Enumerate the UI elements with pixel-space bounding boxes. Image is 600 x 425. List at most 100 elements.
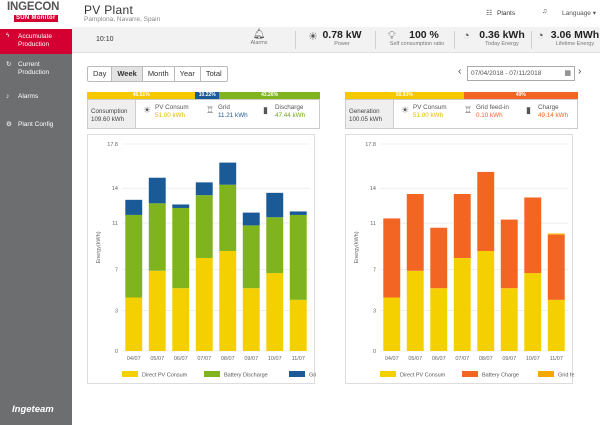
x-tick-label: 05/07: [150, 356, 164, 362]
bar-segment: [500, 288, 518, 351]
current-time: 10:10: [96, 36, 114, 43]
bar-segment: [195, 257, 213, 351]
generation-percent-bar: 50.93% 49%: [345, 92, 578, 99]
refresh-icon: ↻: [6, 61, 12, 68]
y-tick-label: 7: [373, 268, 376, 274]
sidebar-item-current-production[interactable]: ↻ Current Production: [0, 58, 72, 82]
y-tick-label: 0: [115, 349, 118, 355]
sidebar-item-plant-config[interactable]: ⚙ Plant Config: [0, 118, 72, 132]
percent-segment-charge: 49%: [463, 92, 578, 99]
bar-segment: [242, 225, 260, 289]
consumption-label: Consumption: [91, 108, 128, 115]
summary-item-title: Charge: [538, 104, 559, 111]
sidebar: INGECON SUN Monitor ϟ Accumulate Product…: [0, 0, 72, 425]
bar-segment: [289, 214, 307, 300]
sidebar-item-accumulate-production[interactable]: ϟ Accumulate Production: [0, 29, 72, 54]
bar-segment: [289, 211, 307, 215]
percent-segment-discharge: 43.26%: [219, 92, 320, 99]
bar-segment: [242, 212, 260, 226]
consumption-chart: 0 3 7 11 14 17.8 Energy(kWh) 04/07 05/07 06/07 07/…: [96, 142, 319, 379]
tab-day[interactable]: Day: [88, 67, 113, 81]
plants-label: Plants: [497, 10, 516, 17]
summary-item-value: 0.10 kWh: [476, 112, 503, 119]
lifetime-energy-label: Lifetime Energy: [555, 41, 595, 47]
tab-year[interactable]: Year: [175, 67, 201, 81]
footer-logo: Ingeteam: [12, 404, 54, 415]
percent-segment-pv: 46.51%: [87, 92, 196, 99]
generation-chart-panel: 0 3 7 11 14 17.8 Energy(kWh) 04/07 05/07 06/07 07/…: [345, 134, 587, 384]
summary-item-title: PV Consum: [155, 104, 189, 111]
bar-segment: [195, 195, 213, 258]
sun-icon: ☀: [401, 105, 410, 115]
x-tick-label: 04/07: [385, 356, 399, 362]
tab-total[interactable]: Total: [205, 69, 222, 78]
bar-segment: [406, 270, 424, 351]
y-tick-label: 14: [370, 186, 376, 192]
percent-segment-pv: 50.93%: [345, 92, 464, 99]
tab-week[interactable]: Week: [112, 67, 143, 81]
bar-segment: [195, 182, 213, 196]
brand-name: INGECON: [7, 1, 60, 13]
x-tick-label: 07/07: [455, 356, 469, 362]
divider: [531, 31, 532, 49]
kpi-bar: 10:10 🔔︎ Alarms ☀ 0.78 kW Power 💡︎ 100 %…: [72, 27, 600, 53]
consumption-chart-panel: 0 3 7 11 14 17.8 Energy(kWh) 04/07 05/07 06/07 07/…: [87, 134, 319, 384]
sidebar-item-label: Alarms: [18, 93, 39, 100]
legend-label: Direct PV Consum: [400, 373, 446, 379]
bar-segment: [383, 297, 401, 351]
legend-swatch: [462, 371, 478, 377]
x-tick-label: 11/07: [550, 356, 563, 362]
consumption-value: 109.60 kWh: [91, 115, 125, 123]
grid-icon: ☷: [486, 10, 493, 17]
sidebar-item-alarms[interactable]: ♪ Alarms: [0, 90, 72, 104]
date-range-input[interactable]: 07/04/2018 - 07/11/2018 ▦: [467, 66, 575, 81]
bar-segment: [125, 297, 143, 351]
bar-segment: [547, 234, 565, 300]
language-selector[interactable]: Language ▾: [562, 9, 596, 17]
bar-segment: [172, 204, 190, 208]
summary-item-value: 11.21 kWh: [218, 112, 248, 119]
calendar-icon[interactable]: ▦: [564, 70, 571, 77]
bar-segment: [383, 218, 401, 298]
legend-label: Battery Charge: [482, 373, 519, 379]
brand-product: SUN Monitor: [14, 15, 58, 22]
percent-segment-grid: 10.22%: [195, 92, 220, 99]
bar-segment: [453, 194, 471, 258]
x-tick-label: 10/07: [268, 356, 282, 362]
notification-bell-icon[interactable]: ♫: [542, 8, 548, 15]
legend-swatch: [538, 371, 554, 377]
chevron-down-icon: ▾: [592, 10, 596, 17]
x-tick-label: 09/07: [502, 356, 516, 362]
alarms-kpi[interactable]: 🔔︎ Alarms: [244, 29, 274, 46]
consumption-summary: Consumption 109.60 kWh ☀ PV Consum 51.00…: [87, 99, 320, 129]
sidebar-item-label: Current Production: [18, 61, 50, 76]
today-energy-label: Today Energy: [485, 41, 519, 47]
bar-segment: [172, 288, 190, 351]
alarms-label: Alarms: [250, 40, 268, 46]
battery-icon: ▮: [526, 105, 531, 115]
plants-button[interactable]: ☷ Plants: [486, 9, 515, 17]
bar-segment: [219, 250, 237, 351]
generation-value: 100.05 kWh: [349, 115, 383, 123]
y-tick-label: 3: [373, 308, 376, 314]
top-header: PV Plant Pamplona, Navarre, Spain ☷ Plant…: [72, 0, 600, 27]
legend-label: Grid feed-in: [558, 373, 574, 379]
bar-segment: [430, 288, 448, 351]
bell-icon: 🔔︎: [252, 29, 266, 40]
bar-segment: [219, 184, 237, 251]
y-axis-label: Energy(kWh): [354, 231, 360, 263]
x-tick-label: 04/07: [127, 356, 141, 362]
self-consumption-kpi: 💡︎ 100 % Self consumption ratio: [382, 29, 452, 47]
bar-segment: [406, 194, 424, 271]
summary-item-value: 51.00 kWh: [155, 112, 186, 119]
pylon-icon: ♖: [464, 105, 473, 115]
bar-segment: [125, 199, 143, 215]
sun-icon: ☀: [143, 105, 152, 115]
x-tick-label: 08/07: [479, 356, 493, 362]
brand-logo: INGECON SUN Monitor: [0, 0, 72, 29]
bar-segment: [172, 207, 190, 289]
chevron-left-icon[interactable]: ‹: [458, 66, 462, 77]
chevron-right-icon[interactable]: ›: [578, 66, 582, 77]
tab-month[interactable]: Month: [143, 67, 175, 81]
bar-segment: [453, 257, 471, 351]
